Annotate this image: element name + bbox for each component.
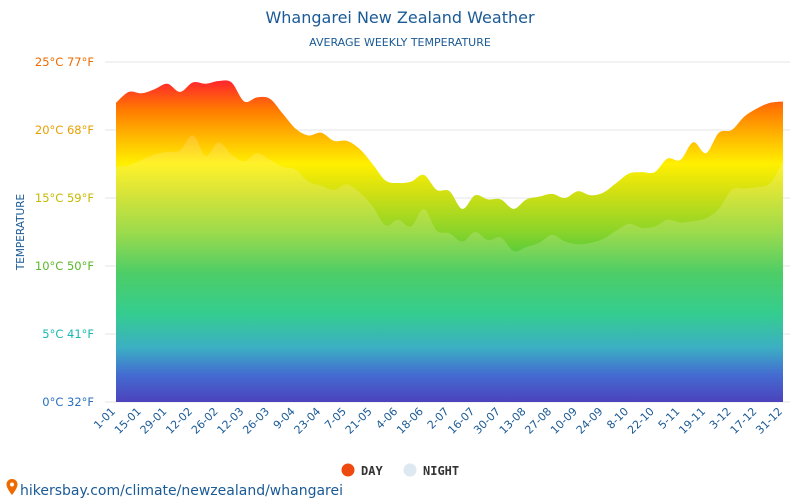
x-tick-label: 27-08: [522, 405, 554, 437]
footer-url: hikersbay.com/climate/newzealand/whangar…: [20, 483, 343, 499]
y-tick-label: 20°C 68°F: [35, 123, 94, 137]
x-tick-label: 23-04: [292, 405, 324, 437]
series-night-area[interactable]: [116, 135, 783, 402]
x-tick-label: 12-03: [215, 405, 247, 437]
x-tick-label: 31-12: [753, 405, 785, 437]
legend-item-night[interactable]: NIGHT: [403, 463, 460, 479]
legend-night-marker: [403, 463, 417, 477]
x-tick-label: 21-05: [343, 405, 375, 437]
x-tick-label: 19-11: [676, 405, 708, 437]
x-tick-label: 12-02: [163, 405, 195, 437]
legend-night-label: NIGHT: [423, 464, 459, 478]
plot-area: [116, 80, 783, 403]
x-tick-label: 15-01: [112, 405, 144, 437]
legend: DAY NIGHT: [341, 463, 460, 479]
x-tick-label: 24-09: [574, 405, 606, 437]
x-tick-label: 13-08: [497, 405, 529, 437]
x-tick-label: 22-10: [625, 405, 657, 437]
y-tick-label: 25°C 77°F: [35, 55, 94, 69]
chart-subtitle: AVERAGE WEEKLY TEMPERATURE: [309, 36, 491, 49]
location-pin-icon: [6, 479, 18, 495]
x-axis-ticks: 1-0115-0129-0112-0226-0212-0326-039-0423…: [91, 405, 785, 437]
legend-day-label: DAY: [361, 464, 383, 478]
x-tick-label: 16-07: [445, 405, 477, 437]
y-tick-label: 0°C 32°F: [42, 395, 94, 409]
x-tick-label: 29-01: [138, 405, 170, 437]
chart-title: Whangarei New Zealand Weather: [265, 8, 534, 27]
y-tick-label: 5°C 41°F: [42, 327, 94, 341]
y-axis-label: TEMPERATURE: [15, 194, 27, 271]
x-tick-label: 17-12: [728, 405, 760, 437]
series-day-area[interactable]: [116, 80, 783, 403]
x-tick-label: 10-09: [548, 405, 580, 437]
x-tick-label: 30-07: [471, 405, 503, 437]
y-tick-label: 15°C 59°F: [35, 191, 94, 205]
legend-item-day[interactable]: DAY: [341, 463, 384, 479]
x-tick-label: 18-06: [394, 405, 426, 437]
footer-link[interactable]: hikersbay.com/climate/newzealand/whangar…: [6, 479, 343, 499]
y-axis-ticks: 0°C 32°F 5°C 41°F 10°C 50°F 15°C 59°F 20°C 6…: [35, 55, 94, 409]
y-tick-label: 10°C 50°F: [35, 259, 94, 273]
x-tick-label: 26-03: [240, 405, 272, 437]
x-tick-label: 26-02: [189, 405, 221, 437]
legend-day-marker: [341, 463, 355, 477]
